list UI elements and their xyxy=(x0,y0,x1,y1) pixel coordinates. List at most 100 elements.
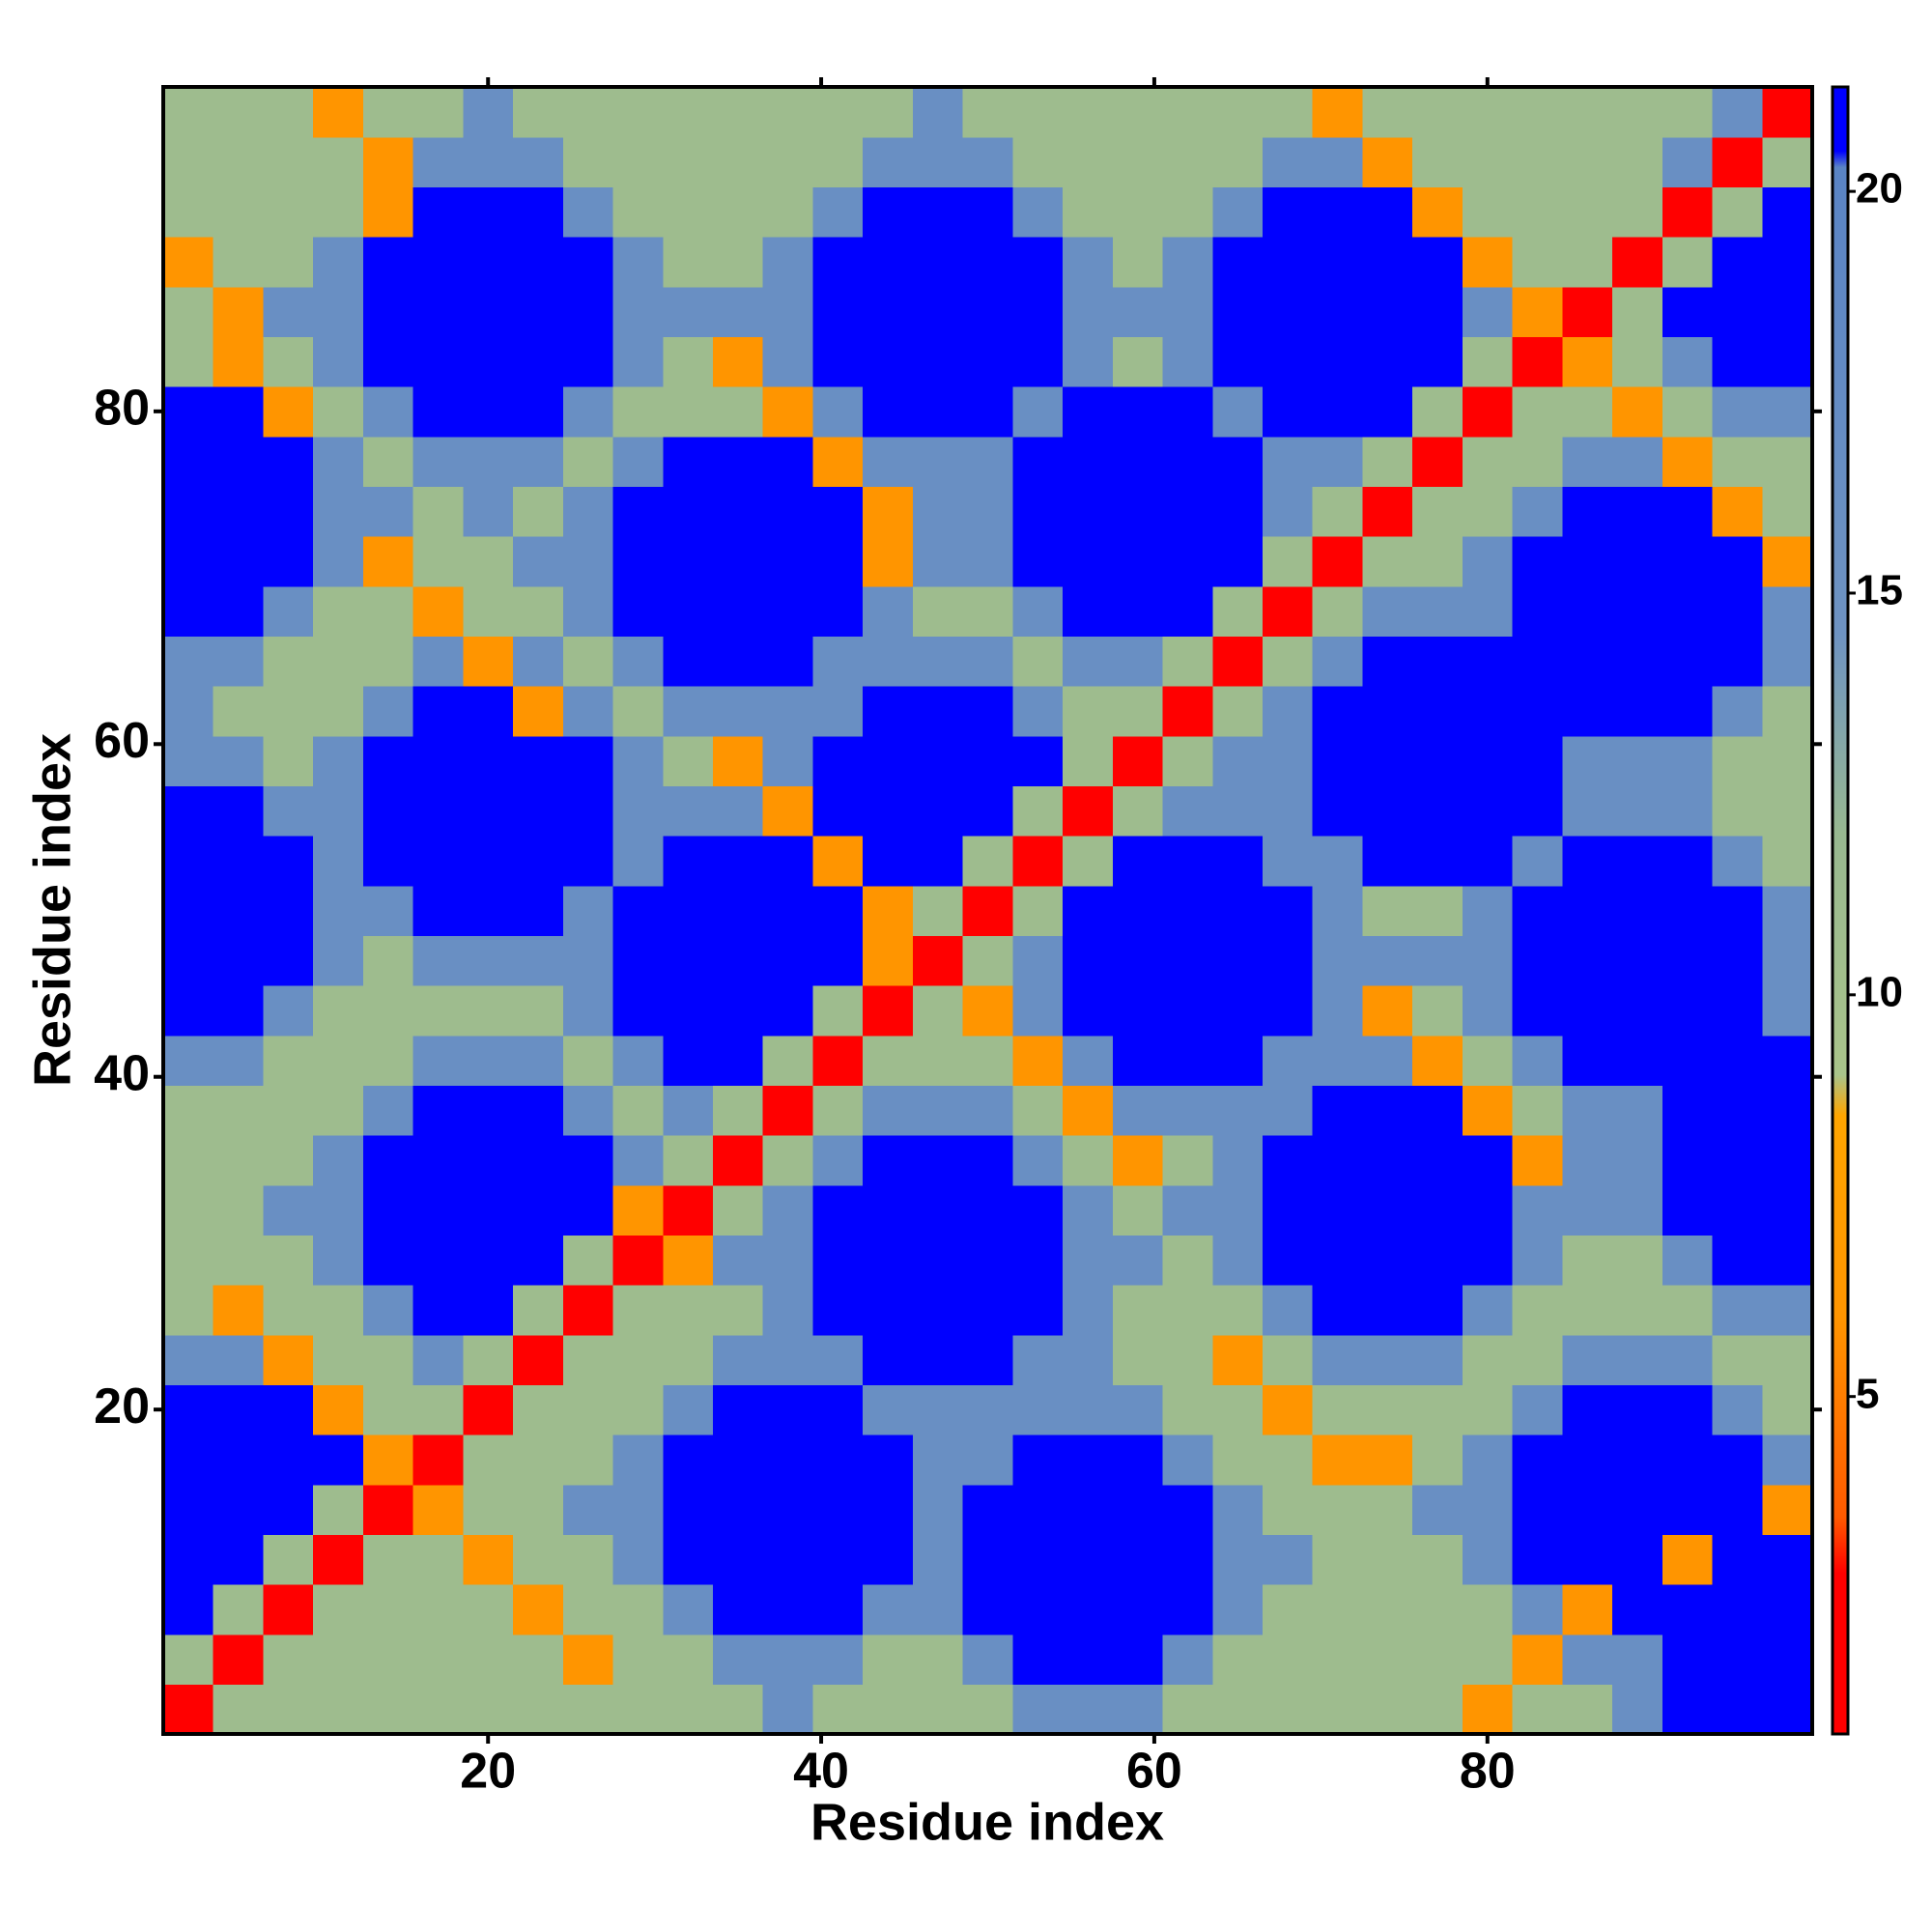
heatmap-cell xyxy=(912,186,964,238)
heatmap-cell xyxy=(762,585,814,637)
heatmap-cell xyxy=(313,585,364,637)
heatmap-cell xyxy=(663,336,714,387)
heatmap-cell xyxy=(762,1584,814,1635)
heatmap-cell xyxy=(612,1684,664,1735)
heatmap-cell xyxy=(562,486,614,537)
heatmap-cell xyxy=(1662,585,1714,637)
heatmap-cell xyxy=(513,1684,564,1735)
heatmap-cell xyxy=(163,735,214,786)
heatmap-cell xyxy=(612,1285,664,1336)
heatmap-cell xyxy=(962,336,1013,387)
heatmap-cell xyxy=(213,885,265,936)
heatmap-cell xyxy=(412,1384,464,1435)
heatmap-cell xyxy=(1712,636,1763,687)
heatmap-cell xyxy=(1212,237,1264,288)
heatmap-cell xyxy=(612,1484,664,1535)
heatmap-cell xyxy=(1612,1634,1663,1685)
heatmap-cell xyxy=(663,1534,714,1585)
heatmap-cell xyxy=(163,386,214,438)
heatmap-cell xyxy=(1662,1334,1714,1385)
heatmap-cell xyxy=(1462,985,1514,1037)
heatmap-cell xyxy=(213,536,265,587)
heatmap-cell xyxy=(1762,836,1813,887)
heatmap-cell xyxy=(962,436,1013,487)
heatmap-cell xyxy=(1462,935,1514,986)
heatmap-cell xyxy=(1263,1435,1314,1486)
heatmap-cell xyxy=(562,1184,614,1236)
heatmap-cell xyxy=(812,885,864,936)
heatmap-cell xyxy=(663,186,714,238)
heatmap-cell xyxy=(1662,87,1714,138)
heatmap-cell xyxy=(163,136,214,187)
heatmap-cell xyxy=(412,985,464,1037)
heatmap-cell xyxy=(1263,286,1314,337)
heatmap-cell xyxy=(1612,286,1663,337)
heatmap-cell xyxy=(962,186,1013,238)
heatmap-cell xyxy=(213,735,265,786)
heatmap-cell xyxy=(912,686,964,737)
heatmap-cell xyxy=(263,1584,314,1635)
heatmap-cell xyxy=(463,87,514,138)
heatmap-cell xyxy=(912,1435,964,1486)
heatmap-cell xyxy=(1712,237,1763,288)
heatmap-cell xyxy=(1462,237,1514,288)
heatmap-cell xyxy=(1412,336,1463,387)
heatmap-cell xyxy=(612,1184,664,1236)
heatmap-cell xyxy=(713,1135,764,1186)
heatmap-cell xyxy=(263,87,314,138)
heatmap-cell xyxy=(1362,686,1413,737)
heatmap-cell xyxy=(1762,985,1813,1037)
heatmap-cell xyxy=(362,585,414,637)
heatmap-cell xyxy=(1112,1484,1164,1535)
heatmap-cell xyxy=(163,1634,214,1685)
heatmap-cell xyxy=(263,585,314,637)
heatmap-cell xyxy=(163,1435,214,1486)
heatmap-cell xyxy=(362,186,414,238)
heatmap-cell xyxy=(1162,1035,1213,1086)
heatmap-cell xyxy=(263,1435,314,1486)
heatmap-cell xyxy=(1462,1285,1514,1336)
heatmap-cell xyxy=(1263,885,1314,936)
heatmap-cell xyxy=(912,1484,964,1535)
heatmap-cell xyxy=(1362,1634,1413,1685)
heatmap-cell xyxy=(1412,1235,1463,1286)
heatmap-cell xyxy=(1512,1384,1563,1435)
heatmap-cell xyxy=(1263,686,1314,737)
heatmap-cell xyxy=(1712,1035,1763,1086)
heatmap-cell xyxy=(1662,885,1714,936)
heatmap-cell xyxy=(1612,136,1663,187)
x-axis-label: Residue index xyxy=(810,1793,1164,1851)
heatmap-cell xyxy=(263,1484,314,1535)
heatmap-cell xyxy=(1462,1184,1514,1236)
heatmap-cell xyxy=(1562,1484,1613,1535)
heatmap-cell xyxy=(1162,1085,1213,1136)
heatmap-cell xyxy=(163,885,214,936)
heatmap-cell xyxy=(1662,636,1714,687)
heatmap-cell xyxy=(863,1684,914,1735)
heatmap-cell xyxy=(1112,1334,1164,1385)
heatmap-cell xyxy=(1712,536,1763,587)
heatmap-cell xyxy=(713,636,764,687)
heatmap-cell xyxy=(1212,1135,1264,1186)
heatmap-cell xyxy=(713,536,764,587)
heatmap-cell xyxy=(362,636,414,687)
heatmap-cell xyxy=(263,735,314,786)
heatmap-cell xyxy=(213,1584,265,1635)
heatmap-cell xyxy=(1662,1534,1714,1585)
heatmap-cell xyxy=(1162,1435,1213,1486)
heatmap-cell xyxy=(1362,1135,1413,1186)
heatmap-cell xyxy=(962,1184,1013,1236)
heatmap-cell xyxy=(1612,785,1663,837)
heatmap-cell xyxy=(562,1085,614,1136)
heatmap-cell xyxy=(1762,1135,1813,1186)
heatmap-cell xyxy=(1162,386,1213,438)
heatmap-cell xyxy=(1312,935,1364,986)
heatmap-cell xyxy=(562,87,614,138)
heatmap-cell xyxy=(863,336,914,387)
heatmap-cell xyxy=(412,1435,464,1486)
heatmap-cell xyxy=(612,1035,664,1086)
heatmap-cell xyxy=(412,686,464,737)
heatmap-cell xyxy=(1112,1534,1164,1585)
heatmap-cell xyxy=(263,1085,314,1136)
heatmap-cell xyxy=(663,136,714,187)
